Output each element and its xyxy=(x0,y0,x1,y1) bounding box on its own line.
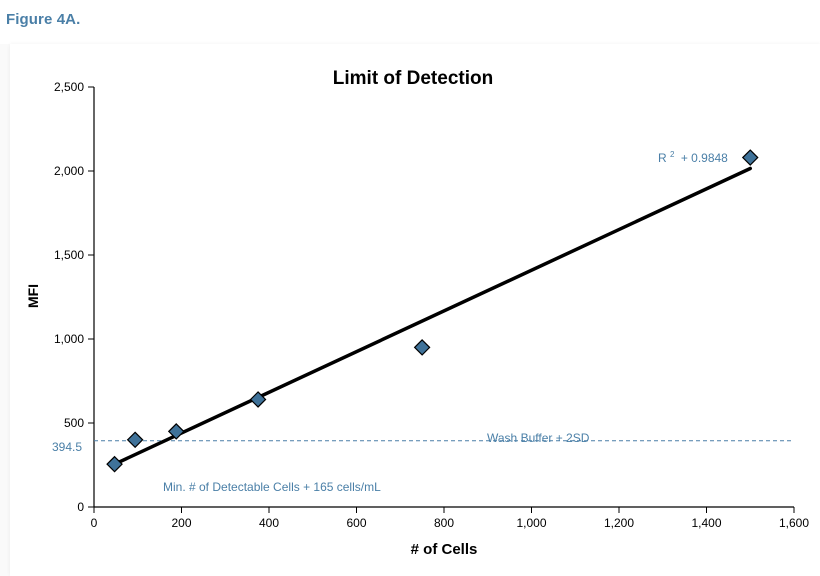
trendline-layer xyxy=(112,166,752,466)
r-squared-value: + 0.9848 xyxy=(681,151,728,165)
data-point-diamond xyxy=(106,455,123,473)
x-tick-label: 200 xyxy=(171,516,191,530)
data-point-diamond xyxy=(167,423,185,440)
trendline xyxy=(112,166,752,466)
y-tick-label: 500 xyxy=(64,416,84,430)
y-tick-label: 2,000 xyxy=(54,164,84,178)
y-tick-label: 2,500 xyxy=(54,80,84,94)
x-tick-label: 1,400 xyxy=(691,516,721,530)
y-axis-label: MFI xyxy=(25,284,41,308)
threshold-value-label: 394.5 xyxy=(52,440,82,454)
data-point-diamond xyxy=(126,431,144,449)
data-points-layer xyxy=(106,149,759,473)
r-squared-annotation: R 2 + 0.9848 xyxy=(658,146,728,165)
x-tick-label: 800 xyxy=(434,516,454,530)
data-point-diamond xyxy=(249,391,267,408)
x-tick-label: 600 xyxy=(346,516,366,530)
x-tick-label: 0 xyxy=(91,516,98,530)
r-squared-symbol: R xyxy=(658,151,667,165)
chart-panel xyxy=(0,44,820,576)
x-tick-label: 400 xyxy=(259,516,279,530)
axes: 0 500 1,000 1,500 2,000 2,500 0 200 400 600 800 1,0… xyxy=(54,80,809,530)
x-axis-label: # of Cells xyxy=(411,541,478,558)
chart-card xyxy=(10,44,820,576)
chart-title: Limit of Detection xyxy=(333,68,493,89)
r-squared-superscript: 2 xyxy=(670,150,675,159)
y-tick-label: 1,500 xyxy=(54,248,84,262)
x-tick-label: 1,200 xyxy=(604,516,634,530)
x-tick-label: 1,600 xyxy=(779,516,809,530)
figure-label: Figure 4A. xyxy=(6,11,81,28)
threshold-label: Wash Buffer + 2SD xyxy=(487,431,590,445)
x-tick-label: 1,000 xyxy=(516,516,546,530)
y-tick-label: 0 xyxy=(77,500,84,514)
min-detectable-annotation: Min. # of Detectable Cells + 165 cells/m… xyxy=(163,480,381,494)
y-tick-label: 1,000 xyxy=(54,332,84,346)
data-point-diamond xyxy=(741,149,759,166)
data-point-diamond xyxy=(413,339,431,356)
